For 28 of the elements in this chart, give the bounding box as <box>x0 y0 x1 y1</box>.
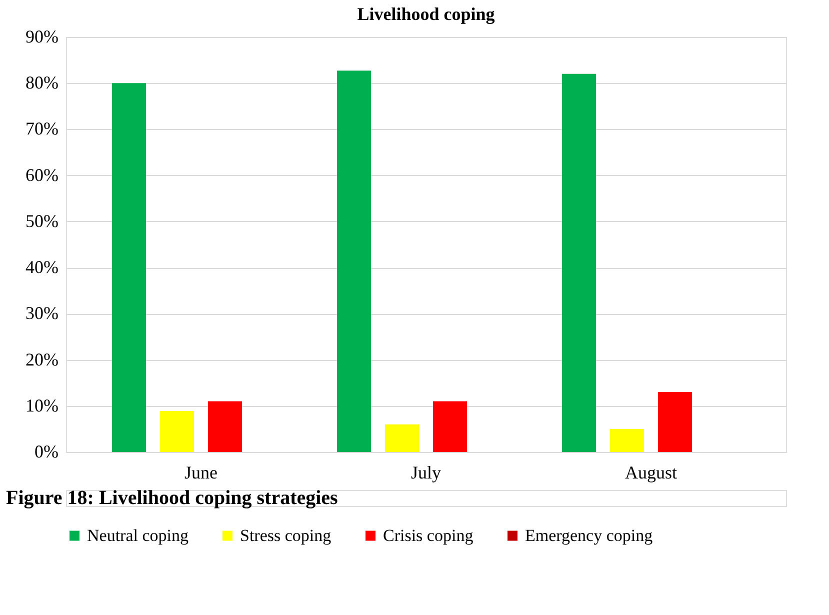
y-tick-label: 50% <box>26 210 58 231</box>
x-tick-label: August <box>624 462 678 482</box>
bar <box>160 410 194 452</box>
y-tick-label: 30% <box>26 303 58 324</box>
y-tick-label: 20% <box>26 349 58 370</box>
bar <box>337 70 371 452</box>
x-tick-label: July <box>410 462 442 482</box>
legend-label: Crisis coping <box>383 526 474 545</box>
y-tick-label: 80% <box>26 72 58 93</box>
y-tick-label: 10% <box>26 395 58 416</box>
y-tick-label: 90% <box>26 26 58 46</box>
chart-title: Livelihood coping <box>357 4 495 24</box>
bar <box>610 428 644 452</box>
bar <box>433 401 467 452</box>
x-tick-label: June <box>184 462 218 482</box>
y-tick-label: 0% <box>34 442 58 462</box>
y-tick-label: 70% <box>26 118 58 139</box>
bar <box>208 401 242 452</box>
legend-label: Neutral coping <box>87 526 189 545</box>
y-tick-label: 60% <box>26 164 58 185</box>
caption: Figure 18: Livelihood coping strategies <box>6 487 338 509</box>
bar <box>385 424 419 452</box>
bar <box>112 83 146 452</box>
legend-label: Emergency coping <box>525 526 654 545</box>
legend-label: Stress coping <box>240 526 332 545</box>
bar <box>562 74 596 452</box>
bar <box>658 392 692 452</box>
y-tick-label: 40% <box>26 257 58 278</box>
